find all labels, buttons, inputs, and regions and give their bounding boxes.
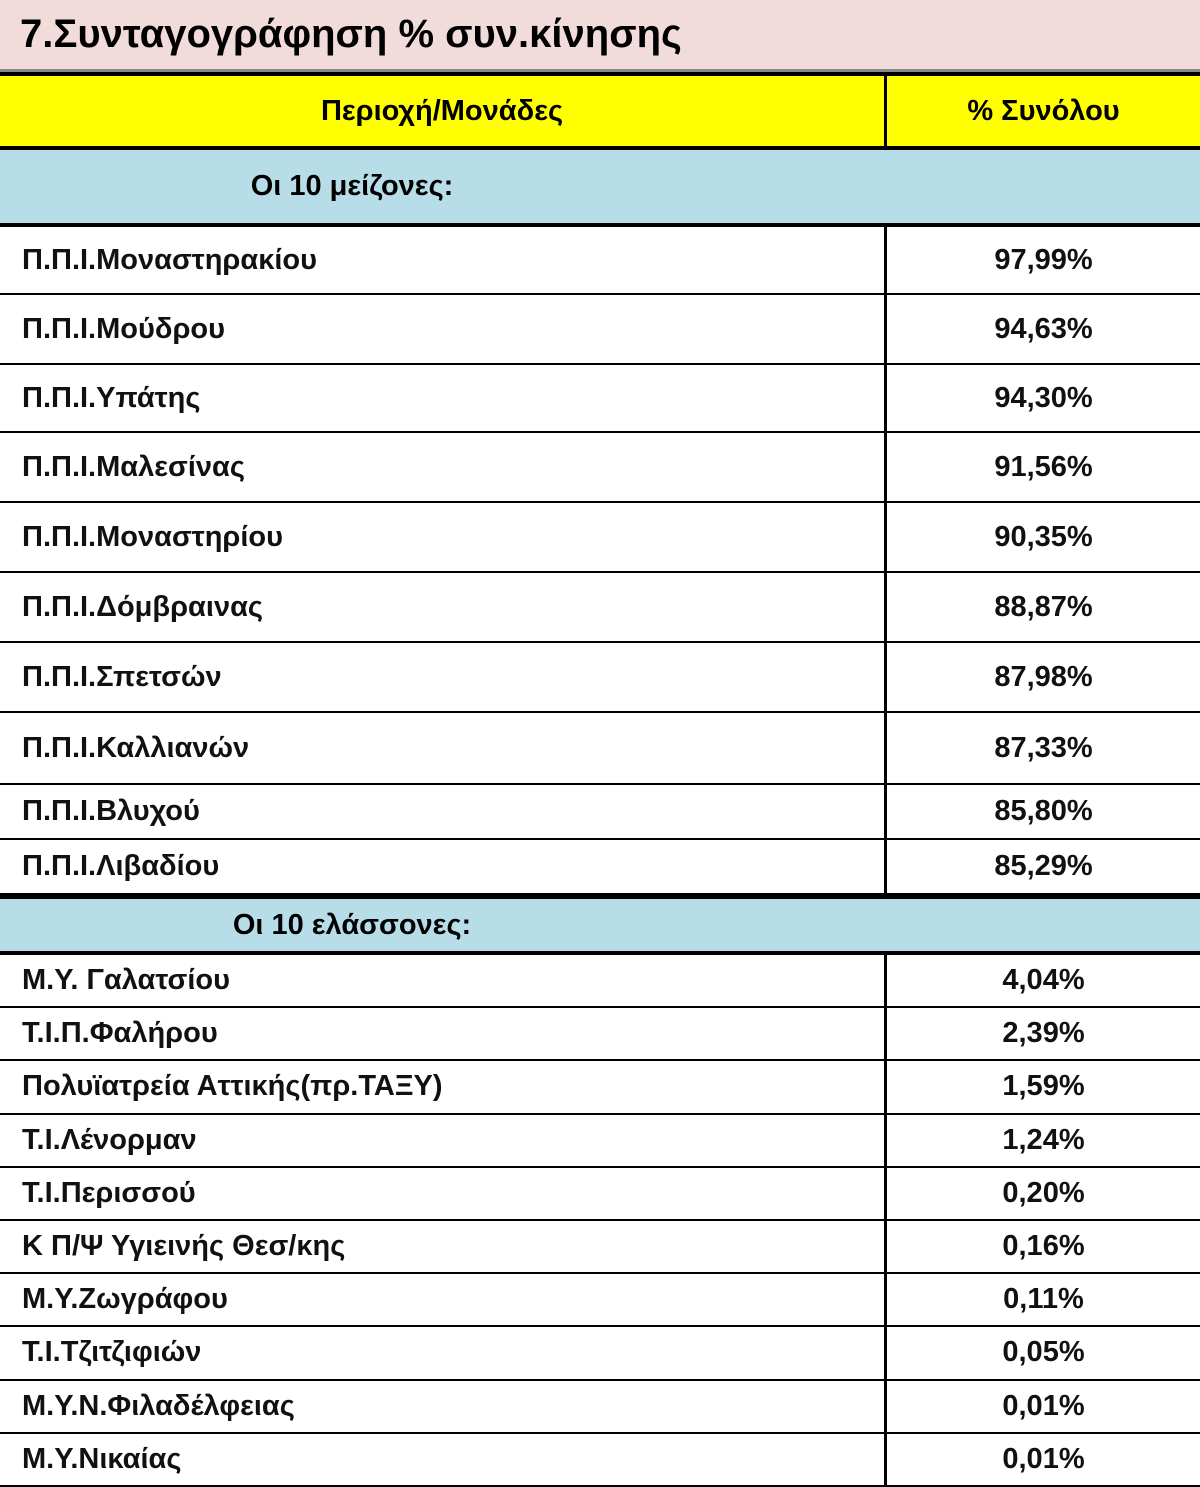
percent-value: 94,30%: [884, 365, 1200, 431]
data-row: Π.Π.Ι.Υπάτης 94,30%: [0, 365, 1200, 433]
header-row: Περιοχή/Μονάδες % Συνόλου: [0, 72, 1200, 150]
unit-name: Π.Π.Ι.Βλυχού: [22, 795, 200, 827]
data-row: Π.Π.Ι.Μούδρου 94,63%: [0, 295, 1200, 365]
data-row: Μ.Υ.Νικαίας 0,01%: [0, 1433, 1200, 1487]
section-label: Οι 10 ελάσσονες:: [232, 908, 472, 941]
percent-value: 1,59%: [884, 1061, 1200, 1113]
unit-name: Π.Π.Ι.Υπάτης: [22, 381, 201, 414]
percent-value: 91,56%: [884, 433, 1200, 501]
data-row: Τ.Ι.Λένορμαν 1,24%: [0, 1114, 1200, 1168]
data-row: Π.Π.Ι.Λιβαδίου 85,29%: [0, 840, 1200, 895]
percent-value: 85,80%: [884, 785, 1200, 838]
percent-value: 0,05%: [884, 1327, 1200, 1379]
unit-name: Π.Π.Ι.Σπετσών: [22, 660, 222, 693]
percent-value: 0,11%: [884, 1274, 1200, 1326]
data-row: Τ.Ι.Περισσού 0,20%: [0, 1167, 1200, 1221]
unit-name: Μ.Υ.Ν.Φιλαδέλφειας: [22, 1389, 295, 1422]
unit-name: Π.Π.Ι.Μοναστηρίου: [22, 520, 284, 553]
percent-value: 0,16%: [884, 1221, 1200, 1273]
unit-name: Κ Π/Ψ Υγιεινής Θεσ/κης: [22, 1230, 346, 1263]
data-row: Μ.Υ. Γαλατσίου 4,04%: [0, 955, 1200, 1009]
section-cell: [884, 150, 1200, 223]
data-row: Π.Π.Ι.Μοναστηρακίου 97,99%: [0, 227, 1200, 295]
percent-value: 0,20%: [884, 1167, 1200, 1219]
percent-value: 1,24%: [884, 1114, 1200, 1166]
percent-value: 94,63%: [884, 295, 1200, 363]
data-row: Π.Π.Ι.Μοναστηρίου 90,35%: [0, 503, 1200, 573]
header-cell: % Συνόλου: [884, 76, 1200, 146]
percent-value: 85,29%: [884, 840, 1200, 893]
section-label: Οι 10 μείζονες:: [250, 170, 454, 202]
unit-name: Τ.Ι.Περισσού: [22, 1176, 196, 1209]
unit-name: Π.Π.Ι.Καλλιανών: [22, 731, 250, 764]
data-row: Τ.Ι.Π.Φαλήρου 2,39%: [0, 1008, 1200, 1062]
percent-value: 97,99%: [884, 227, 1200, 293]
header-cell: Περιοχή/Μονάδες: [320, 94, 564, 127]
unit-name: Τ.Ι.Τζιτζιφιών: [22, 1336, 202, 1369]
percent-value: 4,04%: [884, 955, 1200, 1007]
data-row: Μ.Υ.Ζωγράφου 0,11%: [0, 1274, 1200, 1328]
data-row: Πολυϊατρεία Αττικής(πρ.ΤΑΞΥ) 1,59%: [0, 1061, 1200, 1115]
unit-name: Π.Π.Ι.Δόμβραινας: [22, 590, 263, 623]
data-row: Μ.Υ.Ν.Φιλαδέλφειας 0,01%: [0, 1380, 1200, 1434]
data-row: Π.Π.Ι.Σπετσών 87,98%: [0, 643, 1200, 713]
percent-value: 87,33%: [884, 713, 1200, 783]
unit-name: Π.Π.Ι.Μαλεσίνας: [22, 450, 245, 483]
unit-name: Τ.Ι.Λένορμαν: [22, 1123, 197, 1156]
unit-name: Π.Π.Ι.Λιβαδίου: [22, 850, 220, 882]
percent-value: 87,98%: [884, 643, 1200, 711]
data-row: Π.Π.Ι.Βλυχού 85,80%: [0, 785, 1200, 840]
section-row: Οι 10 μείζονες:: [0, 150, 1200, 227]
data-row: Π.Π.Ι.Δόμβραινας 88,87%: [0, 573, 1200, 643]
data-row: Τ.Ι.Τζιτζιφιών 0,05%: [0, 1327, 1200, 1381]
unit-name: Τ.Ι.Π.Φαλήρου: [22, 1017, 218, 1050]
unit-name: Μ.Υ.Ζωγράφου: [22, 1283, 228, 1316]
title-bar: 7.Συνταγογράφηση % συν.κίνησης: [0, 0, 1200, 72]
percent-value: 2,39%: [884, 1008, 1200, 1060]
percent-value: 0,01%: [884, 1380, 1200, 1432]
unit-name: Π.Π.Ι.Μούδρου: [22, 312, 225, 345]
data-row: Κ Π/Ψ Υγιεινής Θεσ/κης 0,16%: [0, 1221, 1200, 1275]
percent-value: 0,01%: [884, 1433, 1200, 1485]
unit-name: Μ.Υ.Νικαίας: [22, 1442, 182, 1475]
unit-name: Μ.Υ. Γαλατσίου: [22, 964, 230, 997]
unit-name: Π.Π.Ι.Μοναστηρακίου: [22, 243, 318, 276]
percent-value: 90,35%: [884, 503, 1200, 571]
data-row: Π.Π.Ι.Καλλιανών 87,33%: [0, 713, 1200, 785]
unit-name: Πολυϊατρεία Αττικής(πρ.ΤΑΞΥ): [22, 1070, 443, 1103]
percent-value: 88,87%: [884, 573, 1200, 641]
section-row: Οι 10 ελάσσονες:: [0, 895, 1200, 955]
data-row: Π.Π.Ι.Μαλεσίνας 91,56%: [0, 433, 1200, 503]
section-cell: [884, 899, 1200, 951]
